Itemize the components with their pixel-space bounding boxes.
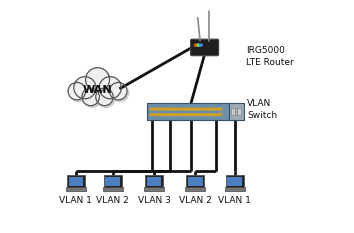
Circle shape	[150, 108, 152, 110]
Circle shape	[156, 114, 158, 116]
Circle shape	[159, 114, 161, 116]
Circle shape	[211, 108, 213, 110]
Circle shape	[109, 82, 127, 100]
Circle shape	[202, 108, 204, 110]
Circle shape	[208, 114, 210, 116]
Circle shape	[171, 114, 173, 116]
Text: WAN: WAN	[83, 85, 112, 95]
Circle shape	[156, 108, 158, 110]
Circle shape	[200, 44, 202, 46]
Circle shape	[99, 77, 121, 99]
Circle shape	[187, 114, 188, 116]
Circle shape	[177, 114, 179, 116]
Circle shape	[181, 114, 182, 116]
Circle shape	[175, 114, 176, 116]
Circle shape	[189, 114, 192, 116]
Circle shape	[171, 108, 173, 110]
Circle shape	[199, 108, 200, 110]
Circle shape	[74, 77, 96, 99]
FancyBboxPatch shape	[144, 187, 164, 191]
Circle shape	[101, 78, 123, 100]
FancyBboxPatch shape	[225, 175, 244, 188]
Bar	[237, 108, 241, 115]
Circle shape	[187, 108, 188, 110]
Circle shape	[162, 114, 164, 116]
Circle shape	[211, 114, 213, 116]
Bar	[105, 187, 120, 188]
FancyBboxPatch shape	[229, 103, 244, 120]
Text: VLAN 2: VLAN 2	[179, 196, 212, 205]
FancyBboxPatch shape	[185, 187, 205, 191]
FancyBboxPatch shape	[104, 175, 121, 188]
Circle shape	[199, 114, 200, 116]
FancyBboxPatch shape	[190, 39, 219, 56]
Circle shape	[86, 68, 109, 92]
Text: IRG5000
LTE Router: IRG5000 LTE Router	[246, 46, 294, 67]
Circle shape	[84, 90, 101, 107]
Circle shape	[195, 114, 198, 116]
Text: VLAN
Switch: VLAN Switch	[247, 99, 277, 120]
Bar	[227, 187, 242, 188]
Circle shape	[181, 108, 182, 110]
Circle shape	[220, 114, 222, 116]
Circle shape	[202, 114, 204, 116]
Bar	[105, 177, 120, 186]
Circle shape	[183, 114, 185, 116]
Circle shape	[217, 108, 219, 110]
Circle shape	[159, 108, 161, 110]
Circle shape	[217, 114, 219, 116]
Circle shape	[205, 108, 207, 110]
Text: VLAN 1: VLAN 1	[59, 196, 92, 205]
Bar	[188, 187, 202, 188]
Bar	[227, 177, 242, 186]
Circle shape	[214, 108, 216, 110]
Circle shape	[165, 114, 167, 116]
Circle shape	[96, 88, 113, 106]
Circle shape	[195, 108, 198, 110]
Circle shape	[75, 78, 98, 100]
Circle shape	[220, 108, 222, 110]
Bar	[69, 177, 83, 186]
Circle shape	[165, 108, 167, 110]
Circle shape	[177, 108, 179, 110]
FancyBboxPatch shape	[147, 103, 230, 120]
Circle shape	[169, 108, 170, 110]
Circle shape	[214, 114, 216, 116]
Circle shape	[189, 108, 192, 110]
Bar	[147, 187, 161, 188]
FancyBboxPatch shape	[187, 175, 204, 188]
Circle shape	[82, 88, 99, 106]
Circle shape	[193, 114, 194, 116]
Circle shape	[150, 114, 152, 116]
Circle shape	[208, 108, 210, 110]
Text: VLAN 1: VLAN 1	[218, 196, 251, 205]
Circle shape	[153, 114, 155, 116]
Circle shape	[87, 69, 111, 93]
Circle shape	[183, 108, 185, 110]
Circle shape	[169, 114, 170, 116]
Text: VLAN 2: VLAN 2	[96, 196, 129, 205]
Circle shape	[162, 108, 164, 110]
Circle shape	[175, 108, 176, 110]
Bar	[231, 108, 235, 115]
Circle shape	[97, 90, 115, 107]
Circle shape	[153, 108, 155, 110]
Circle shape	[111, 84, 129, 102]
Circle shape	[197, 44, 199, 46]
Bar	[147, 177, 161, 186]
Circle shape	[194, 44, 196, 46]
Text: VLAN 3: VLAN 3	[138, 196, 170, 205]
FancyBboxPatch shape	[67, 175, 85, 188]
Bar	[69, 187, 83, 188]
FancyBboxPatch shape	[145, 175, 163, 188]
FancyBboxPatch shape	[224, 187, 245, 191]
Circle shape	[68, 82, 86, 100]
Bar	[188, 177, 202, 186]
Circle shape	[205, 114, 207, 116]
Circle shape	[193, 108, 194, 110]
FancyBboxPatch shape	[103, 187, 122, 191]
Circle shape	[70, 84, 87, 102]
FancyBboxPatch shape	[66, 187, 86, 191]
